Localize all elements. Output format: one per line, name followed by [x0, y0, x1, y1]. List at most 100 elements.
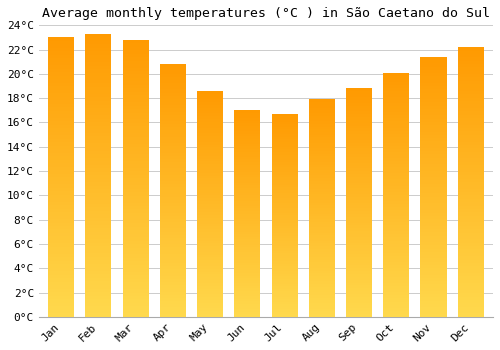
Bar: [308, 309, 335, 312]
Bar: [48, 306, 74, 310]
Bar: [86, 288, 112, 292]
Bar: [308, 132, 335, 135]
Bar: [122, 116, 148, 119]
Bar: [420, 151, 446, 154]
Bar: [346, 211, 372, 214]
Bar: [48, 51, 74, 55]
Bar: [160, 244, 186, 247]
Bar: [420, 307, 446, 310]
Bar: [458, 47, 483, 50]
Bar: [458, 182, 483, 186]
Bar: [160, 124, 186, 127]
Bar: [86, 189, 112, 193]
Bar: [86, 108, 112, 112]
Bar: [86, 133, 112, 136]
Bar: [458, 172, 483, 175]
Bar: [420, 70, 446, 73]
Bar: [383, 186, 409, 189]
Bar: [86, 37, 112, 41]
Bar: [86, 34, 112, 37]
Bar: [458, 162, 483, 165]
Bar: [420, 187, 446, 190]
Bar: [272, 279, 297, 281]
Bar: [122, 199, 148, 203]
Bar: [160, 260, 186, 263]
Bar: [272, 188, 297, 190]
Bar: [86, 154, 112, 158]
Bar: [420, 219, 446, 223]
Bar: [383, 152, 409, 155]
Bar: [346, 177, 372, 180]
Bar: [346, 282, 372, 285]
Bar: [122, 175, 148, 178]
Bar: [160, 241, 186, 244]
Bar: [197, 221, 223, 224]
Bar: [308, 211, 335, 214]
Bar: [234, 273, 260, 275]
Bar: [272, 299, 297, 302]
Bar: [122, 95, 148, 99]
Bar: [122, 216, 148, 220]
Bar: [160, 153, 186, 156]
Bar: [122, 47, 148, 50]
Bar: [383, 237, 409, 240]
Bar: [197, 288, 223, 292]
Bar: [86, 207, 112, 211]
Bar: [234, 134, 260, 136]
Bar: [160, 149, 186, 153]
Bar: [420, 304, 446, 307]
Bar: [308, 189, 335, 192]
Bar: [48, 149, 74, 153]
Bar: [234, 136, 260, 139]
Bar: [308, 99, 335, 102]
Bar: [308, 232, 335, 235]
Bar: [420, 164, 446, 167]
Bar: [420, 265, 446, 268]
Bar: [86, 158, 112, 161]
Bar: [197, 94, 223, 97]
Bar: [234, 288, 260, 291]
Bar: [122, 268, 148, 272]
Bar: [234, 268, 260, 270]
Bar: [420, 83, 446, 86]
Bar: [308, 138, 335, 140]
Bar: [420, 226, 446, 229]
Bar: [122, 310, 148, 313]
Bar: [234, 299, 260, 301]
Bar: [308, 241, 335, 243]
Bar: [122, 251, 148, 254]
Bar: [197, 159, 223, 161]
Bar: [234, 309, 260, 312]
Bar: [122, 82, 148, 85]
Bar: [160, 190, 186, 194]
Bar: [383, 302, 409, 304]
Bar: [197, 280, 223, 283]
Bar: [86, 41, 112, 44]
Bar: [346, 128, 372, 131]
Bar: [122, 126, 148, 130]
Bar: [420, 288, 446, 291]
Bar: [160, 96, 186, 99]
Bar: [272, 149, 297, 152]
Bar: [234, 116, 260, 118]
Bar: [86, 278, 112, 281]
Bar: [308, 102, 335, 105]
Bar: [420, 93, 446, 96]
Bar: [197, 297, 223, 300]
Bar: [420, 200, 446, 203]
Bar: [160, 108, 186, 112]
Bar: [458, 310, 483, 314]
Bar: [234, 224, 260, 226]
Bar: [86, 55, 112, 58]
Bar: [346, 265, 372, 268]
Bar: [308, 173, 335, 175]
Bar: [383, 289, 409, 292]
Bar: [272, 284, 297, 286]
Bar: [383, 125, 409, 128]
Bar: [48, 198, 74, 202]
Bar: [197, 246, 223, 249]
Bar: [86, 221, 112, 225]
Bar: [48, 271, 74, 275]
Bar: [346, 231, 372, 234]
Bar: [122, 189, 148, 192]
